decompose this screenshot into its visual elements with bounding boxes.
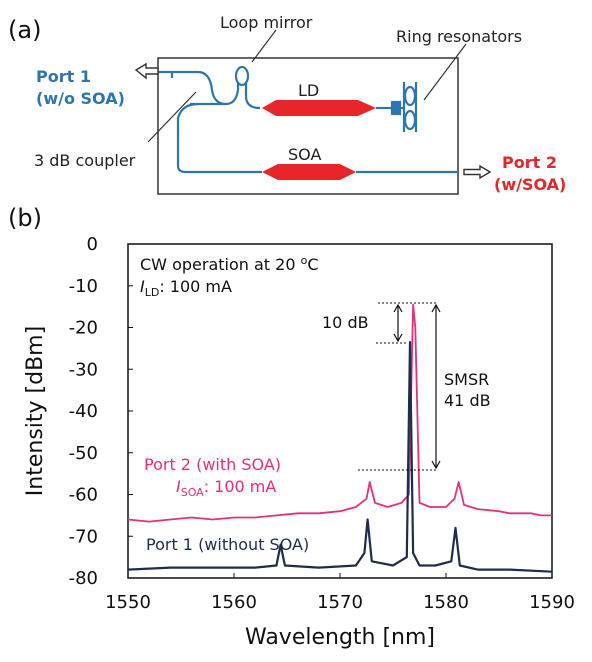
ld-chip [262, 100, 376, 116]
port2-arrow-icon [463, 164, 492, 180]
panel-a-label: (a) [8, 16, 41, 44]
label-10db: 10 dB [322, 313, 369, 332]
y-tick-label: -30 [69, 359, 98, 380]
series-label-isoa: ISOA: 100 mA [176, 477, 276, 499]
y-tick-label: -80 [69, 568, 98, 589]
arrow-10db-down-icon [393, 333, 403, 343]
waveguide-loop-to-ld [244, 82, 261, 110]
ring-2 [403, 109, 417, 131]
series-label-port1: Port 1 (without SOA) [146, 535, 309, 554]
soa-chip [262, 164, 356, 180]
annotation-ild-subscript: LD [145, 286, 160, 299]
label-smsr: SMSR [444, 370, 489, 389]
waveguide-to-soa [176, 102, 262, 174]
annotation-cw: CW operation at 20 oC [140, 254, 319, 274]
x-tick-label: 1560 [211, 592, 257, 613]
panel-b: (b) 1550 1560 1570 1580 1590 0 -10 -20 -30 -40 -50… [8, 204, 575, 650]
chip-outline [157, 57, 459, 195]
annotation-ild-value: : 100 mA [159, 277, 232, 296]
series-label-port2: Port 2 (with SOA) [144, 455, 281, 474]
y-tick-label: -20 [69, 318, 98, 339]
isoa-symbol: I [176, 477, 181, 496]
y-tick-label: -40 [69, 401, 98, 422]
ring-1 [403, 85, 417, 107]
panel-a: (a) [8, 13, 566, 195]
ring-resonators-label: Ring resonators [396, 27, 522, 46]
arrow-smsr-up-icon [431, 303, 441, 313]
x-tick-label: 1590 [529, 592, 575, 613]
y-tick-label: 0 [87, 234, 98, 255]
coupler-callout [147, 91, 197, 143]
waveguide-to-loop [225, 82, 240, 106]
series-group [127, 303, 553, 573]
x-tick-label: 1550 [105, 592, 151, 613]
loop-mirror-callout [251, 29, 277, 63]
series-line-port1 [127, 341, 553, 573]
arrow-10db-up-icon [393, 303, 403, 313]
annotation-cw-text: CW operation at 20 [140, 255, 301, 274]
x-tick-label: 1570 [317, 592, 363, 613]
port1-label: Port 1 [36, 67, 91, 86]
loop-mirror-ring [234, 65, 250, 87]
port1-arrow-icon [134, 62, 159, 80]
isoa-value: : 100 mA [204, 477, 277, 496]
arrow-smsr-down-icon [431, 460, 441, 470]
y-tick-label: -10 [69, 276, 98, 297]
ticks-group: 1550 1560 1570 1580 1590 0 -10 -20 -30 -40 -50 -60 -… [69, 234, 575, 613]
coupler-label: 3 dB coupler [34, 151, 136, 170]
loop-mirror-label: Loop mirror [220, 13, 313, 32]
ring-callout [423, 43, 467, 101]
waveguide-port1 [158, 70, 227, 106]
panel-b-label: (b) [8, 204, 42, 232]
ld-label: LD [298, 81, 319, 100]
x-tick-label: 1580 [423, 592, 469, 613]
isoa-subscript: SOA [181, 486, 204, 499]
annotation-cw-unit: C [307, 255, 318, 274]
y-tick-label: -60 [69, 485, 98, 506]
y-tick-label: -50 [69, 443, 98, 464]
level-guides [358, 302, 436, 471]
y-tick-label: -70 [69, 526, 98, 547]
series-line-port2 [127, 303, 552, 523]
soa-label: SOA [288, 145, 321, 164]
arrows [393, 303, 441, 470]
label-smsr-value: 41 dB [444, 391, 491, 410]
annotation-cw-degree: o [301, 254, 308, 267]
taper [390, 100, 402, 116]
y-axis-label: Intensity [dBm] [23, 326, 48, 496]
port1-sublabel: (w/o SOA) [36, 89, 125, 108]
annotation-ild: ILD: 100 mA [140, 277, 232, 299]
port2-sublabel: (w/SOA) [494, 175, 566, 194]
x-axis-label: Wavelength [nm] [245, 625, 435, 650]
port2-label: Port 2 [502, 153, 557, 172]
annotation-ild-symbol: I [140, 277, 145, 296]
waveguides [158, 65, 458, 174]
